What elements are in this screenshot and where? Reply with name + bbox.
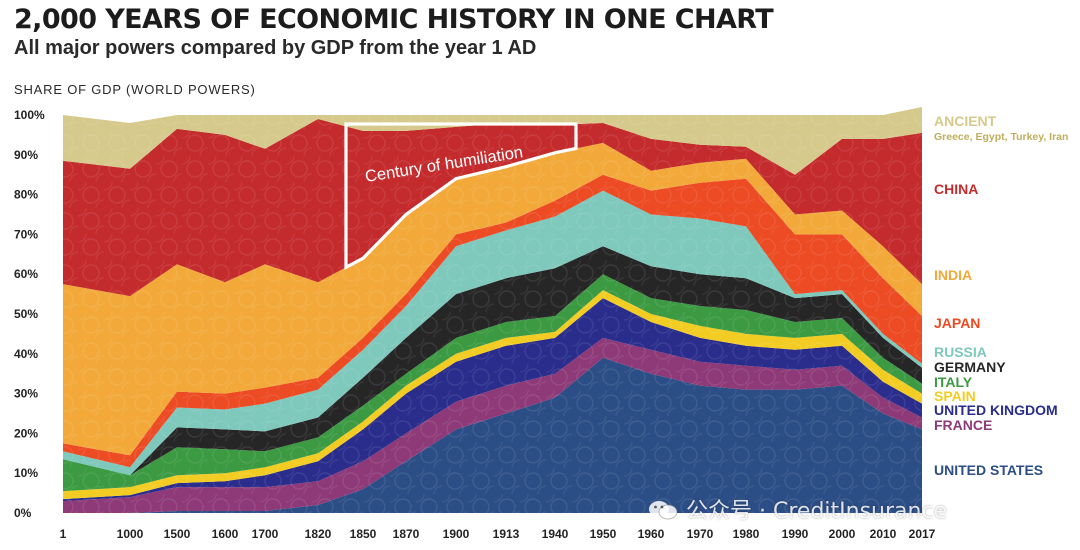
- x-tick-label: 1970: [687, 527, 714, 541]
- x-tick-label: 1980: [733, 527, 760, 541]
- y-tick-label: 60%: [14, 267, 38, 281]
- y-tick-label: 0%: [14, 506, 32, 520]
- x-tick-label: 1600: [212, 527, 239, 541]
- wechat-icon: [649, 501, 678, 520]
- x-tick-label: 1: [60, 527, 67, 541]
- y-tick-label: 20%: [14, 426, 38, 440]
- x-tick-label: 1913: [493, 527, 520, 541]
- chart-title: 2,000 YEARS OF ECONOMIC HISTORY IN ONE C…: [14, 4, 774, 35]
- x-tick-label: 1950: [590, 527, 617, 541]
- x-tick-label: 2000: [829, 527, 856, 541]
- y-tick-label: 80%: [14, 188, 38, 202]
- legend-china: CHINA: [934, 181, 978, 197]
- legend-ancient-sublabel: Greece, Egypt, Turkey, Iran: [934, 131, 1068, 143]
- x-tick-label: 1900: [443, 527, 470, 541]
- legend-france: FRANCE: [934, 417, 992, 433]
- y-tick-label: 30%: [14, 387, 38, 401]
- legend-united-kingdom: UNITED KINGDOM: [934, 402, 1058, 418]
- x-tick-label: 2017: [909, 527, 936, 541]
- x-tick-label: 1850: [350, 527, 377, 541]
- legend-spain: SPAIN: [934, 388, 976, 404]
- x-tick-label: 1820: [305, 527, 332, 541]
- y-axis: 0% 10% 20% 30% 40% 50% 60% 70% 80% 90% 100%: [14, 108, 45, 520]
- y-axis-label: SHARE OF GDP (WORLD POWERS): [14, 82, 256, 97]
- watermark-text: 公众号 · CreditInsurance: [686, 499, 948, 524]
- y-tick-label: 100%: [14, 108, 45, 122]
- legend-japan: JAPAN: [934, 315, 980, 331]
- x-tick-label: 1700: [252, 527, 279, 541]
- y-tick-label: 10%: [14, 466, 38, 480]
- legend-ancient: ANCIENT: [934, 113, 997, 129]
- y-tick-label: 90%: [14, 148, 38, 162]
- x-tick-label: 1940: [542, 527, 569, 541]
- chart-subtitle: All major powers compared by GDP from th…: [14, 37, 537, 59]
- x-tick-label: 1990: [782, 527, 809, 541]
- x-tick-label: 2010: [870, 527, 897, 541]
- x-tick-label: 1500: [164, 527, 191, 541]
- y-tick-label: 70%: [14, 227, 38, 241]
- legend-india: INDIA: [934, 267, 972, 283]
- legend-italy: ITALY: [934, 374, 973, 390]
- legend-united-states: UNITED STATES: [934, 462, 1043, 478]
- y-tick-label: 40%: [14, 347, 38, 361]
- x-tick-label: 1960: [638, 527, 665, 541]
- x-tick-label: 1000: [117, 527, 144, 541]
- y-tick-label: 50%: [14, 307, 38, 321]
- x-tick-label: 1870: [393, 527, 420, 541]
- x-axis: 1 1000 1500 1600 1700 1820 1850 1870 1900 1913 194…: [60, 527, 936, 541]
- watermark: 公众号 · CreditInsurance: [648, 493, 947, 525]
- area-layers: [63, 107, 922, 513]
- legend-germany: GERMANY: [934, 359, 1006, 375]
- annotation-outline: [344, 122, 578, 270]
- legend-russia: RUSSIA: [934, 344, 987, 360]
